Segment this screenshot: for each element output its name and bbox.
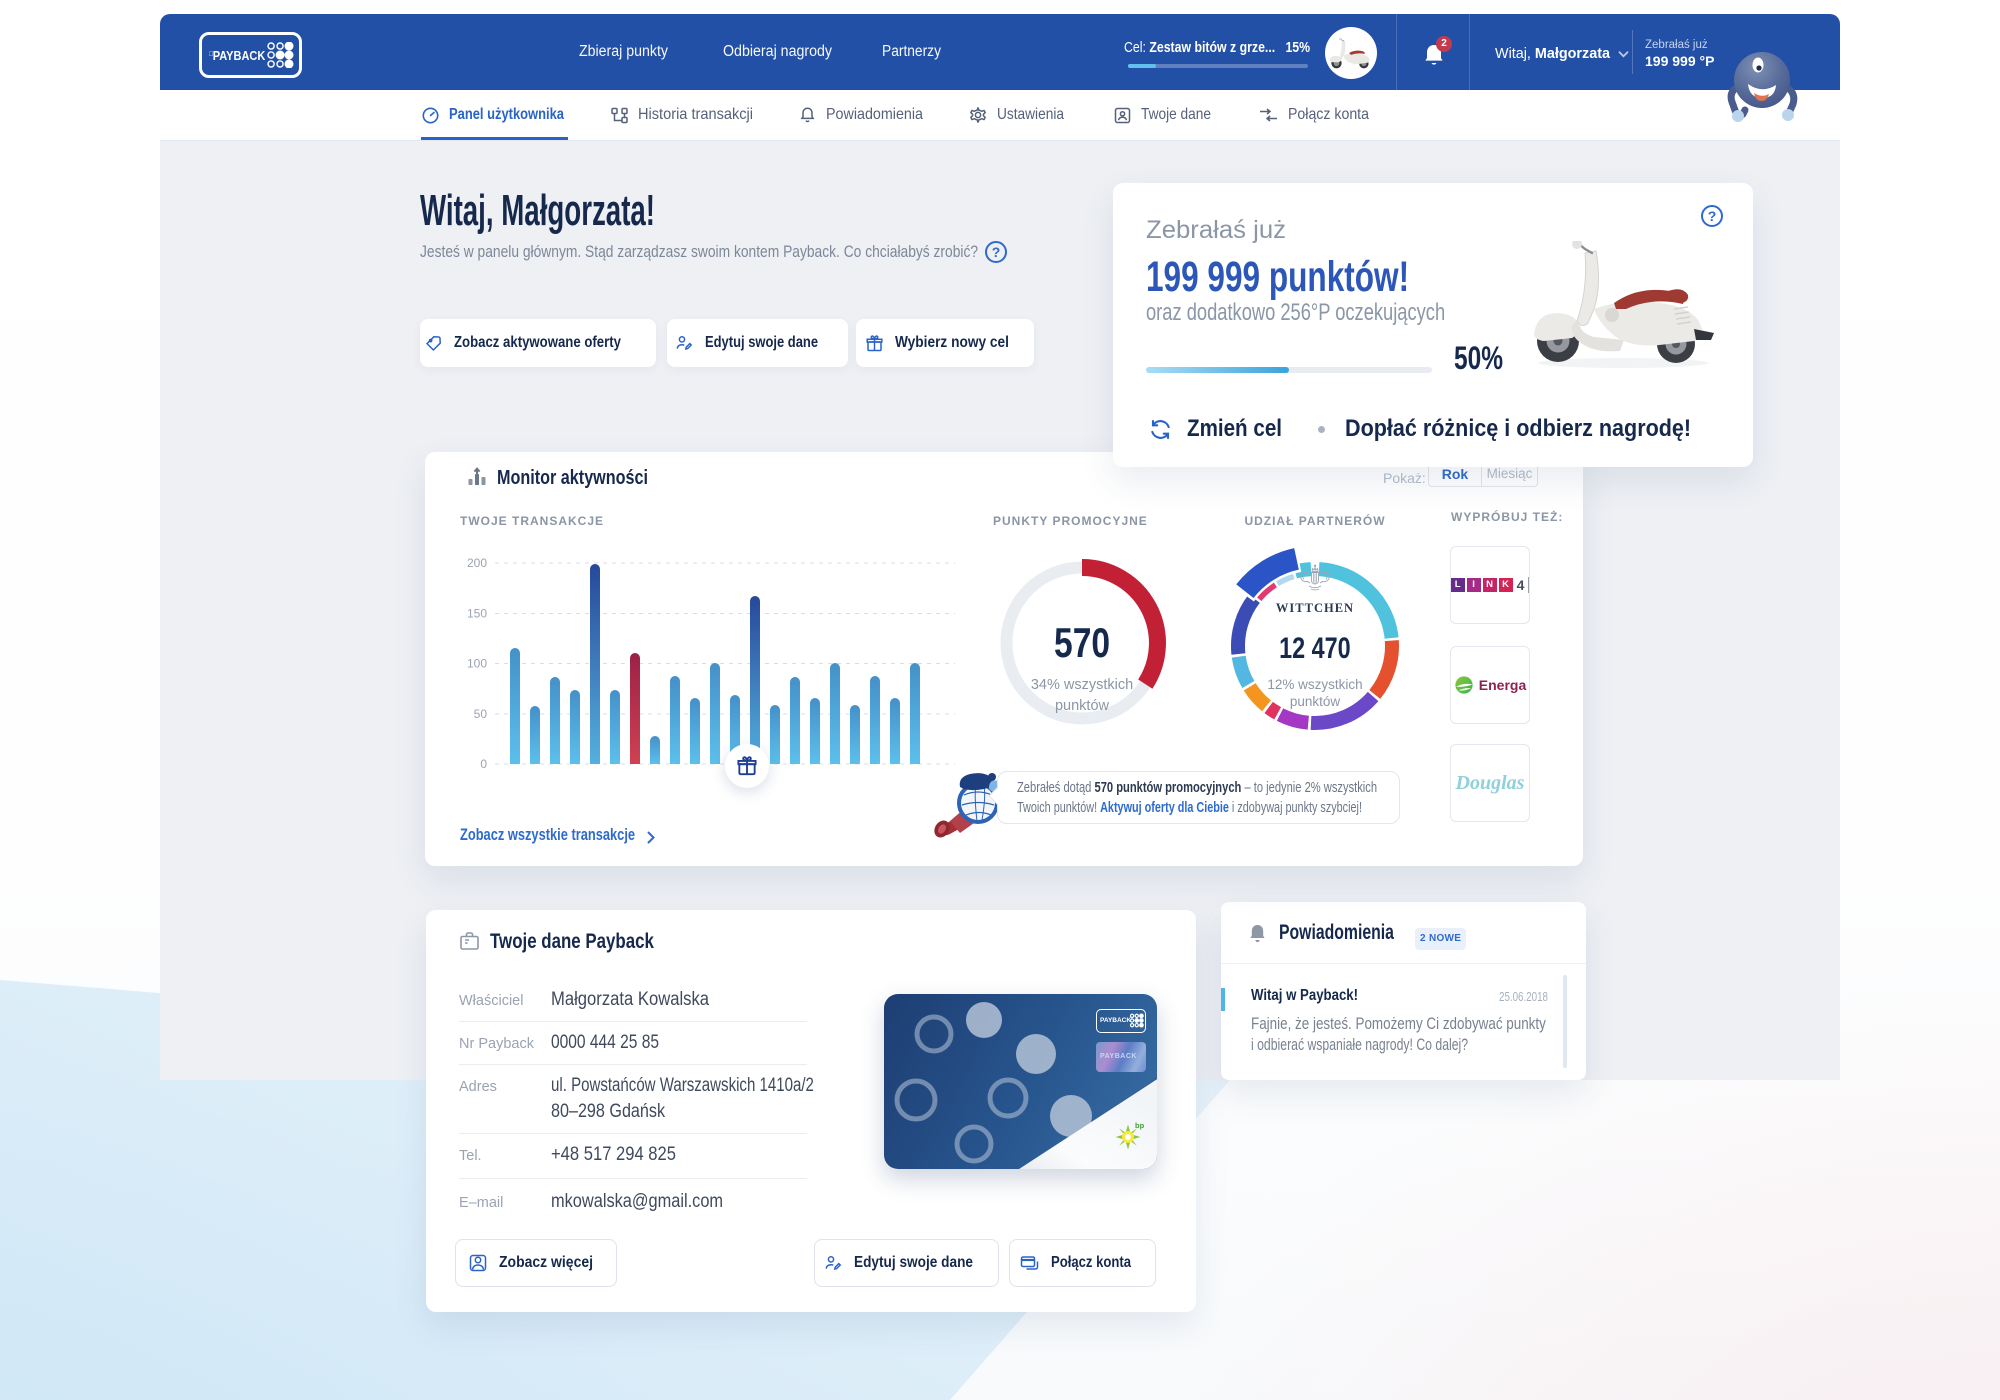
svg-text:150: 150 [467,607,487,621]
svg-text:50: 50 [474,707,488,721]
svg-text:0: 0 [480,757,487,771]
svg-text:200: 200 [467,556,487,570]
svg-text:100: 100 [467,657,487,671]
svg-text:bp: bp [1135,1121,1145,1130]
